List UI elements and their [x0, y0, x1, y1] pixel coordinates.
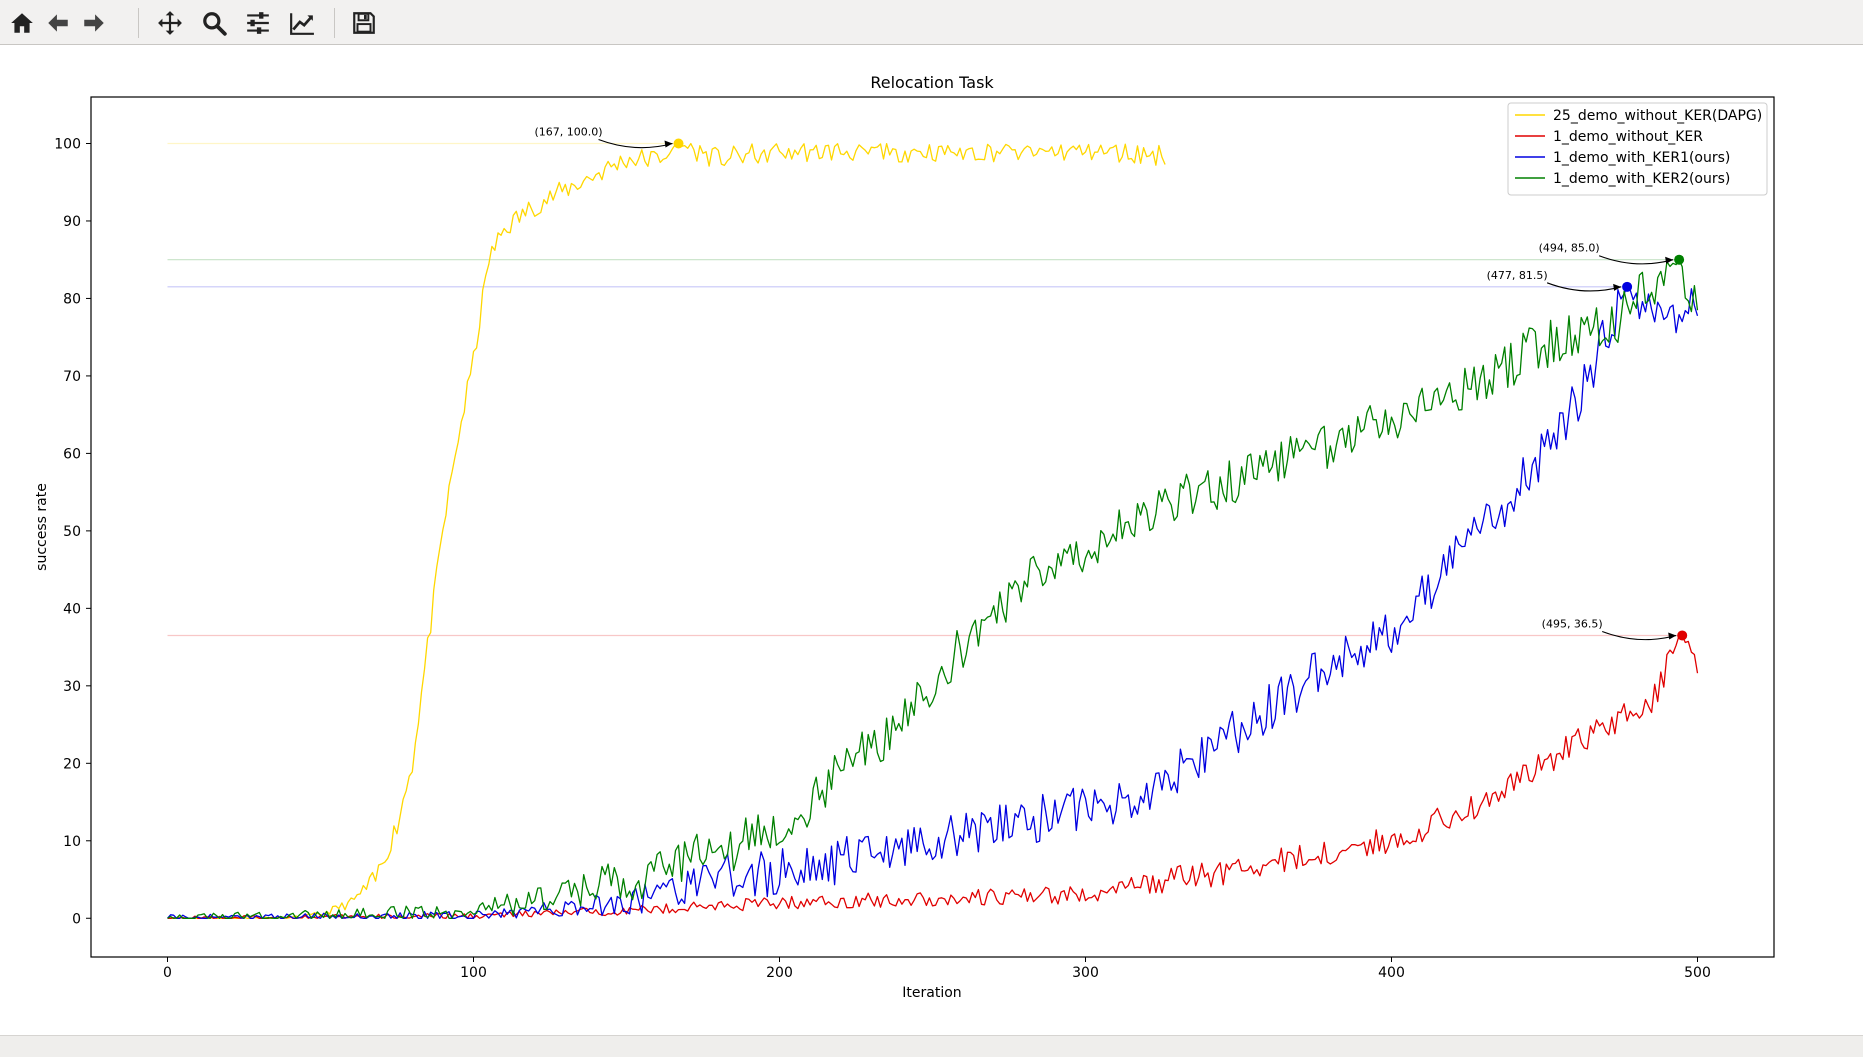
floppy-disk-icon — [353, 12, 375, 34]
y-tick-label: 90 — [63, 214, 81, 230]
figure-canvas: (167, 100.0) (495, 36.5) (477, 81.5) (494, … — [0, 45, 1863, 1035]
magnifier-icon — [203, 12, 227, 36]
home-icon — [11, 13, 33, 33]
legend: 25_demo_without_KER(DAPG) 1_demo_without_… — [1507, 102, 1768, 196]
y-tick-label: 80 — [63, 291, 81, 307]
x-tick-label: 400 — [1378, 965, 1405, 981]
y-tick-label: 40 — [63, 601, 81, 617]
max-marker-label: (477, 81.5) — [1487, 269, 1548, 282]
y-tick-label: 10 — [63, 834, 81, 850]
arrow-left-icon — [48, 14, 68, 32]
max-marker-point — [673, 138, 684, 149]
annotation-arrowhead — [1665, 256, 1674, 264]
axes-frame — [90, 96, 1775, 958]
y-tick-label: 30 — [63, 679, 81, 695]
y-tick-label: 50 — [63, 524, 81, 540]
max-marker-point — [1677, 630, 1688, 641]
x-tick-label: 300 — [1072, 965, 1099, 981]
chart-title: Relocation Task — [870, 73, 994, 92]
y-tick-label: 20 — [63, 756, 81, 772]
annotation-arrowhead — [1613, 283, 1622, 291]
arrow-right-icon — [84, 14, 104, 32]
series-line — [167, 142, 1166, 919]
x-tick-label: 200 — [766, 965, 793, 981]
legend-label: 25_demo_without_KER(DAPG) — [1553, 108, 1762, 124]
max-marker-label: (494, 85.0) — [1539, 242, 1600, 255]
y-tick-label: 60 — [63, 446, 81, 462]
toolbar-separator — [138, 8, 139, 38]
x-tick-label: 500 — [1684, 965, 1711, 981]
forward-button[interactable] — [76, 5, 112, 41]
move-arrows-icon — [158, 11, 182, 35]
legend-label: 1_demo_with_KER2(ours) — [1553, 171, 1730, 187]
series-line — [167, 259, 1699, 919]
y-axis-label: success rate — [34, 483, 50, 571]
series-line — [167, 286, 1699, 919]
home-button[interactable] — [4, 5, 40, 41]
legend-box — [1507, 102, 1768, 196]
max-marker-label: (495, 36.5) — [1542, 617, 1603, 630]
edit-axes-button[interactable] — [284, 5, 320, 41]
annotation-arrowhead — [1668, 632, 1677, 640]
back-button[interactable] — [40, 5, 76, 41]
x-tick-label: 0 — [163, 965, 172, 981]
y-tick-label: 70 — [63, 369, 81, 385]
subplots-button[interactable] — [240, 5, 276, 41]
zoom-button[interactable] — [196, 5, 232, 41]
y-tick-label: 100 — [54, 136, 81, 152]
max-marker-point — [1674, 254, 1685, 265]
max-marker-label: (167, 100.0) — [534, 125, 602, 138]
toolbar — [0, 0, 1863, 45]
line-chart-icon — [290, 13, 314, 35]
status-bar — [0, 1035, 1863, 1057]
line-chart: (167, 100.0) (495, 36.5) (477, 81.5) (494, … — [0, 45, 1863, 1035]
annotation-arrowhead — [664, 140, 673, 148]
save-button[interactable] — [346, 5, 382, 41]
x-axis-label: Iteration — [902, 985, 961, 1001]
toolbar-separator — [334, 8, 335, 38]
max-marker-point — [1622, 281, 1633, 292]
sliders-icon — [247, 12, 269, 34]
x-tick-label: 100 — [460, 965, 487, 981]
legend-label: 1_demo_with_KER1(ours) — [1553, 150, 1730, 166]
pan-button[interactable] — [152, 5, 188, 41]
y-tick-label: 0 — [72, 911, 81, 927]
legend-label: 1_demo_without_KER — [1553, 129, 1703, 145]
